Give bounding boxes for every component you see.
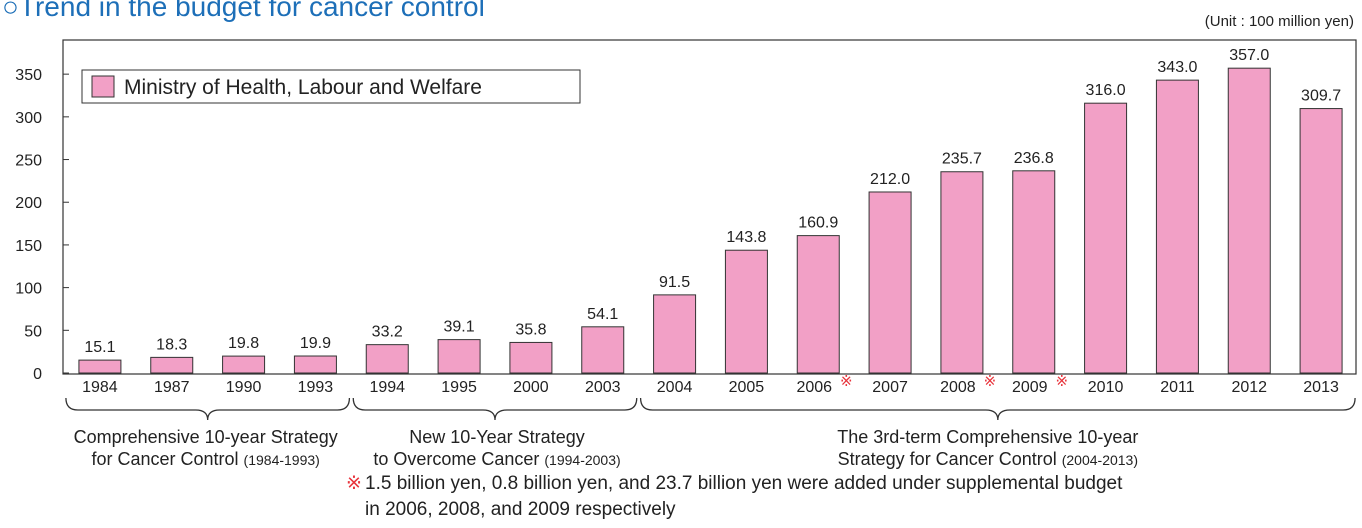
value-label: 235.7 bbox=[942, 151, 982, 168]
value-label: 236.8 bbox=[1014, 150, 1054, 167]
group-brace bbox=[65, 397, 351, 421]
value-label: 212.0 bbox=[870, 171, 910, 188]
group-label-line: to Overcome Cancer bbox=[373, 449, 539, 469]
bar bbox=[78, 359, 122, 374]
bar bbox=[796, 235, 840, 374]
value-label: 357.0 bbox=[1229, 47, 1269, 64]
plot-frame bbox=[62, 39, 1357, 375]
y-tick-label: 150 bbox=[15, 238, 42, 255]
bar bbox=[868, 191, 912, 374]
value-label: 18.3 bbox=[156, 336, 187, 353]
bar bbox=[1012, 170, 1056, 374]
x-tick-label: 2008 bbox=[940, 379, 976, 396]
group-brace bbox=[639, 397, 1356, 421]
group-period: (1994-2003) bbox=[544, 452, 620, 468]
x-tick-label: 2013 bbox=[1303, 379, 1339, 396]
value-label: 19.9 bbox=[300, 335, 331, 352]
group-period: (1984-1993) bbox=[244, 452, 320, 468]
value-label: 91.5 bbox=[659, 274, 690, 291]
value-label: 15.1 bbox=[84, 339, 115, 356]
y-tick-label: 50 bbox=[24, 323, 42, 340]
x-tick-label: 2011 bbox=[1160, 379, 1195, 396]
x-tick-label: 1987 bbox=[154, 379, 190, 396]
y-tick-label: 350 bbox=[15, 67, 42, 84]
bar bbox=[1155, 79, 1199, 374]
value-label: 19.8 bbox=[228, 335, 259, 352]
x-tick-label: 2012 bbox=[1231, 379, 1267, 396]
x-tick-label: 2003 bbox=[585, 379, 621, 396]
legend-label: Ministry of Health, Labour and Welfare bbox=[124, 76, 482, 99]
bar bbox=[150, 356, 194, 374]
note-mark: ※ bbox=[1055, 373, 1068, 390]
value-label: 54.1 bbox=[587, 306, 618, 323]
group-label-line: Strategy for Cancer Control bbox=[838, 449, 1057, 469]
value-label: 39.1 bbox=[444, 319, 475, 336]
footnote-line: in 2006, 2008, and 2009 respectively bbox=[365, 499, 676, 520]
footnote-mark: ※ bbox=[346, 473, 362, 494]
group-label: to Overcome Cancer (1994-2003) bbox=[373, 449, 620, 469]
note-mark: ※ bbox=[984, 373, 997, 390]
bar bbox=[222, 355, 266, 374]
bar bbox=[509, 341, 553, 374]
y-tick-label: 100 bbox=[15, 281, 42, 298]
y-tick-label: 250 bbox=[15, 153, 42, 170]
unit-label: (Unit : 100 million yen) bbox=[1205, 13, 1354, 30]
group-label-line: for Cancer Control bbox=[91, 449, 238, 469]
bar bbox=[940, 171, 984, 374]
note-mark: ※ bbox=[840, 373, 853, 390]
bar bbox=[653, 294, 697, 374]
bar bbox=[724, 249, 768, 374]
bar bbox=[1299, 108, 1343, 374]
group-label: Comprehensive 10-year Strategy bbox=[74, 427, 338, 447]
value-label: 143.8 bbox=[726, 229, 766, 246]
value-label: 160.9 bbox=[798, 215, 838, 232]
group-period: (2004-2013) bbox=[1062, 452, 1138, 468]
bar bbox=[581, 326, 625, 374]
y-tick-label: 300 bbox=[15, 110, 42, 127]
x-tick-label: 2006 bbox=[796, 379, 832, 396]
group-label: New 10-Year Strategy bbox=[409, 427, 584, 447]
x-tick-label: 2009 bbox=[1012, 379, 1048, 396]
x-tick-label: 1994 bbox=[369, 379, 405, 396]
value-label: 316.0 bbox=[1086, 82, 1126, 99]
x-tick-label: 2004 bbox=[657, 379, 693, 396]
y-tick-label: 200 bbox=[15, 195, 42, 212]
group-label: The 3rd-term Comprehensive 10-year bbox=[837, 427, 1138, 447]
legend-box bbox=[81, 69, 581, 104]
value-label: 343.0 bbox=[1157, 59, 1197, 76]
y-tick-label: 0 bbox=[33, 366, 42, 383]
group-label: for Cancer Control (1984-1993) bbox=[91, 449, 319, 469]
bar bbox=[365, 344, 409, 374]
x-tick-label: 2005 bbox=[729, 379, 765, 396]
value-label: 35.8 bbox=[515, 321, 546, 338]
bar bbox=[1084, 102, 1128, 374]
group-brace bbox=[352, 397, 638, 421]
value-label: 33.2 bbox=[372, 324, 403, 341]
bar bbox=[437, 339, 481, 374]
x-tick-label: 2007 bbox=[872, 379, 908, 396]
bar bbox=[293, 355, 337, 374]
footnote-line: 1.5 billion yen, 0.8 billion yen, and 23… bbox=[365, 473, 1123, 494]
x-tick-label: 1995 bbox=[441, 379, 477, 396]
x-tick-label: 1984 bbox=[82, 379, 118, 396]
x-tick-label: 2010 bbox=[1088, 379, 1124, 396]
x-tick-label: 1990 bbox=[226, 379, 262, 396]
x-tick-label: 1993 bbox=[298, 379, 334, 396]
legend-swatch bbox=[91, 75, 115, 98]
chart-title: ○Trend in the budget for cancer control bbox=[2, 0, 485, 22]
value-label: 309.7 bbox=[1301, 88, 1341, 105]
group-label: Strategy for Cancer Control (2004-2013) bbox=[838, 449, 1138, 469]
bar bbox=[1227, 67, 1271, 374]
x-tick-label: 2000 bbox=[513, 379, 549, 396]
